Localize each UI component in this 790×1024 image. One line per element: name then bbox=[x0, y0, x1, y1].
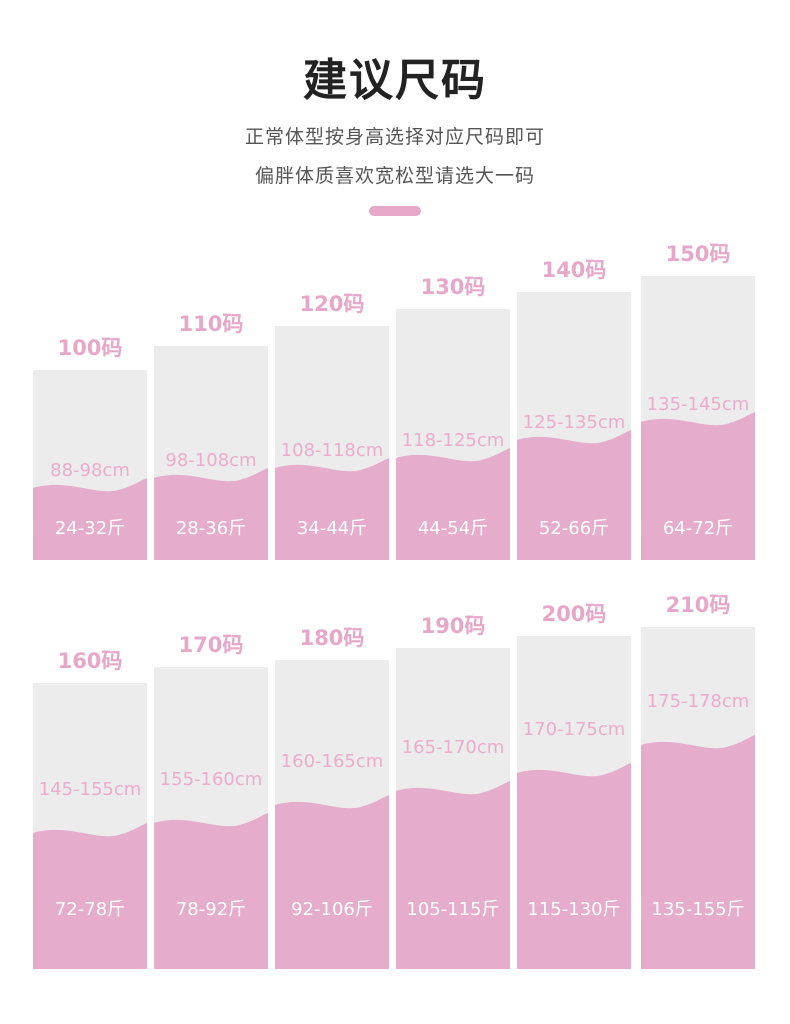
height-range-label: 108-118cm bbox=[280, 440, 384, 461]
wave-shape bbox=[517, 430, 631, 560]
wave-shape bbox=[396, 448, 510, 560]
height-range-label: 145-155cm bbox=[38, 779, 142, 800]
weight-range-label: 78-92斤 bbox=[175, 899, 247, 920]
size-label: 100码 bbox=[57, 336, 123, 360]
size-label: 110码 bbox=[178, 312, 244, 336]
wave-fill bbox=[517, 430, 631, 560]
size-label: 180码 bbox=[299, 626, 365, 650]
height-range-label: 98-108cm bbox=[165, 450, 257, 471]
weight-range-label: 105-115斤 bbox=[406, 899, 500, 920]
size-card: 98-108cm 28-36斤 bbox=[154, 346, 268, 560]
height-range-label: 155-160cm bbox=[159, 769, 263, 790]
size-label: 170码 bbox=[178, 633, 244, 657]
weight-range-label: 52-66斤 bbox=[538, 518, 610, 539]
wave-shape bbox=[154, 468, 268, 560]
size-label: 130码 bbox=[420, 275, 486, 299]
size-card: 175-178cm 135-155斤 bbox=[641, 627, 755, 969]
weight-range-label: 34-44斤 bbox=[296, 518, 368, 539]
weight-range-label: 115-130斤 bbox=[527, 899, 621, 920]
height-range-label: 135-145cm bbox=[646, 394, 750, 415]
wave-fill bbox=[33, 823, 147, 969]
size-card: 108-118cm 34-44斤 bbox=[275, 326, 389, 560]
weight-range-label: 28-36斤 bbox=[175, 518, 247, 539]
weight-range-label: 24-32斤 bbox=[54, 518, 126, 539]
size-label: 120码 bbox=[299, 292, 365, 316]
wave-shape bbox=[641, 412, 755, 560]
size-label: 150码 bbox=[665, 242, 731, 266]
wave-fill bbox=[641, 735, 755, 969]
wave-fill bbox=[154, 813, 268, 969]
size-card: 88-98cm 24-32斤 bbox=[33, 370, 147, 560]
wave-fill bbox=[641, 412, 755, 560]
wave-fill bbox=[275, 458, 389, 560]
wave-fill bbox=[396, 781, 510, 969]
wave-shape bbox=[275, 458, 389, 560]
weight-range-label: 44-54斤 bbox=[417, 518, 489, 539]
height-range-label: 165-170cm bbox=[401, 737, 505, 758]
size-card: 165-170cm 105-115斤 bbox=[396, 648, 510, 969]
height-range-label: 160-165cm bbox=[280, 751, 384, 772]
wave-fill bbox=[154, 468, 268, 560]
weight-range-label: 92-106斤 bbox=[291, 899, 373, 920]
size-card: 145-155cm 72-78斤 bbox=[33, 683, 147, 969]
size-card: 125-135cm 52-66斤 bbox=[517, 292, 631, 560]
wave-fill bbox=[517, 763, 631, 969]
wave-fill bbox=[396, 448, 510, 560]
wave-shape bbox=[641, 735, 755, 969]
height-range-label: 118-125cm bbox=[401, 430, 505, 451]
size-label: 160码 bbox=[57, 649, 123, 673]
size-card: 170-175cm 115-130斤 bbox=[517, 636, 631, 969]
wave-shape bbox=[275, 795, 389, 969]
wave-shape bbox=[33, 823, 147, 969]
height-range-label: 170-175cm bbox=[522, 719, 626, 740]
weight-range-label: 135-155斤 bbox=[651, 899, 745, 920]
title-divider bbox=[369, 206, 421, 216]
size-label: 200码 bbox=[541, 602, 607, 626]
size-label: 190码 bbox=[420, 614, 486, 638]
page-title: 建议尺码 bbox=[303, 55, 487, 106]
size-card: 118-125cm 44-54斤 bbox=[396, 309, 510, 560]
wave-shape bbox=[517, 763, 631, 969]
size-label: 140码 bbox=[541, 258, 607, 282]
subtitle-normal-fit: 正常体型按身高选择对应尺码即可 bbox=[244, 126, 545, 148]
height-range-label: 125-135cm bbox=[522, 412, 626, 433]
wave-shape bbox=[396, 781, 510, 969]
size-card: 160-165cm 92-106斤 bbox=[275, 660, 389, 969]
wave-shape bbox=[154, 813, 268, 969]
subtitle-loose-fit: 偏胖体质喜欢宽松型请选大一码 bbox=[254, 165, 535, 187]
wave-fill bbox=[33, 478, 147, 560]
wave-shape bbox=[33, 478, 147, 560]
weight-range-label: 72-78斤 bbox=[54, 899, 126, 920]
size-card: 135-145cm 64-72斤 bbox=[641, 276, 755, 560]
wave-fill bbox=[275, 795, 389, 969]
size-card: 155-160cm 78-92斤 bbox=[154, 667, 268, 969]
height-range-label: 175-178cm bbox=[646, 691, 750, 712]
size-label: 210码 bbox=[665, 593, 731, 617]
height-range-label: 88-98cm bbox=[50, 460, 130, 481]
weight-range-label: 64-72斤 bbox=[662, 518, 734, 539]
